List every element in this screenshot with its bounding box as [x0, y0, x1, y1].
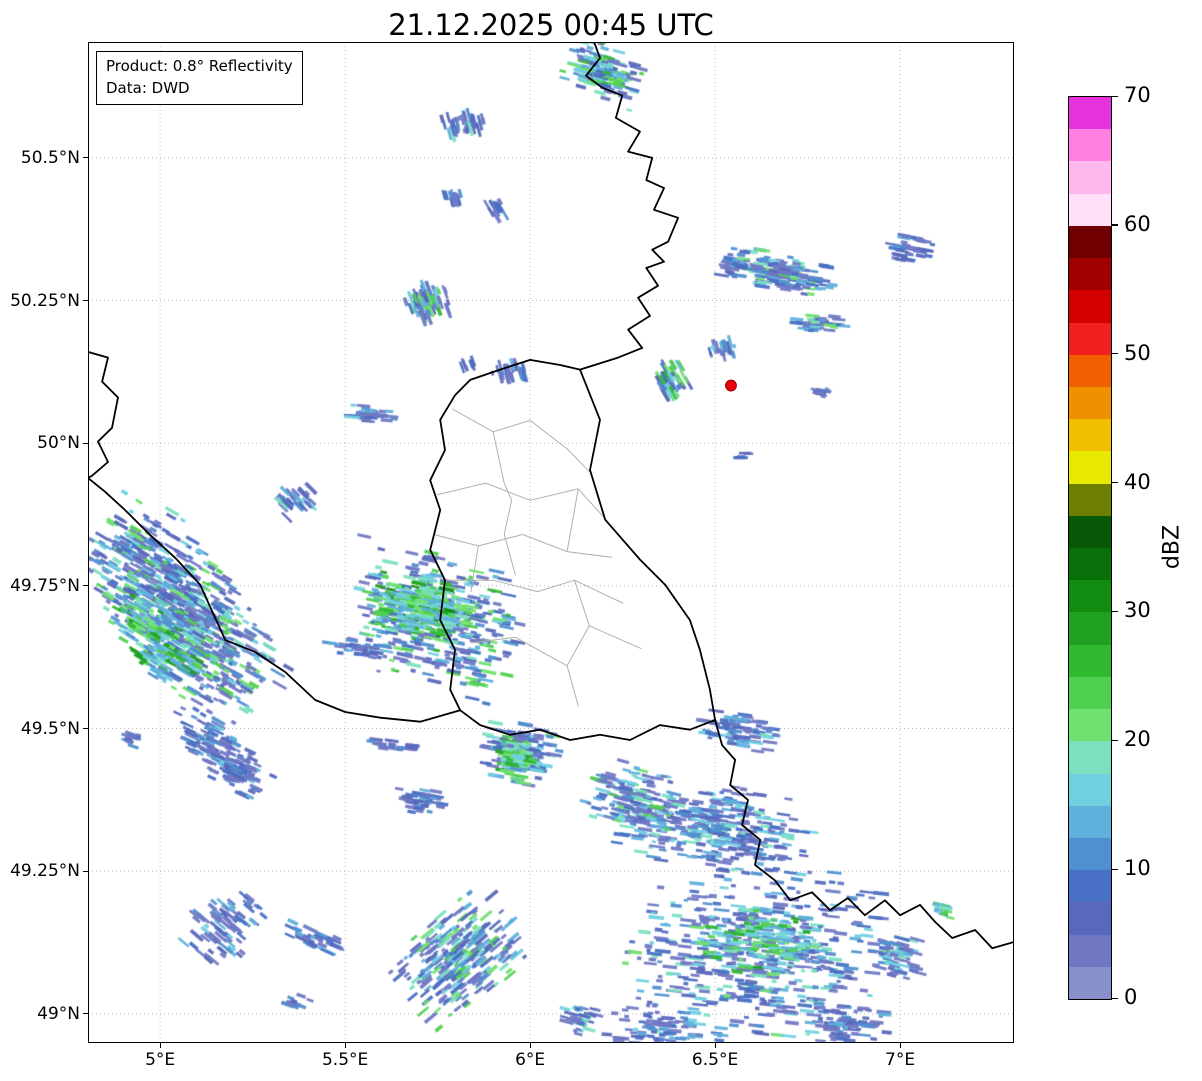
admin-border	[470, 545, 479, 593]
map-plot: Product: 0.8° Reflectivity Data: DWD	[88, 42, 1014, 1043]
admin-border	[437, 482, 605, 518]
x-tick-mark	[899, 1043, 901, 1048]
colorbar-segment	[1069, 934, 1111, 967]
colorbar-tick-mark	[1112, 868, 1118, 870]
x-tick-label: 6.5°E	[691, 1050, 739, 1070]
y-tick-mark	[83, 870, 88, 872]
y-tick-label: 50.5°N	[20, 147, 80, 168]
colorbar-segment	[1069, 96, 1111, 130]
colorbar-tick-label: 30	[1124, 598, 1151, 623]
colorbar-tick-label: 0	[1124, 985, 1138, 1009]
country-border	[88, 350, 462, 723]
x-tick-mark	[159, 1043, 161, 1048]
x-tick-label: 7°E	[885, 1050, 916, 1070]
colorbar-segment	[1069, 160, 1111, 194]
colorbar-segment	[1069, 805, 1111, 838]
colorbar-tick-label: 60	[1124, 211, 1151, 236]
colorbar-segment	[1069, 386, 1111, 420]
colorbar-tick-mark	[1112, 482, 1118, 484]
admin-border	[444, 579, 624, 604]
colorbar-segment	[1069, 740, 1111, 774]
x-tick-label: 5°E	[145, 1050, 176, 1070]
colorbar-segment	[1069, 322, 1111, 355]
colorbar-label: dBZ	[1159, 524, 1185, 570]
country-border	[714, 719, 1014, 950]
colorbar	[1068, 96, 1112, 1000]
y-tick-label: 50.25°N	[10, 290, 80, 311]
colorbar-segment	[1069, 773, 1111, 806]
y-tick-mark	[83, 442, 88, 444]
radar-echo-canvas	[88, 42, 1014, 1043]
colorbar-segment	[1069, 128, 1111, 162]
colorbar-segment	[1069, 450, 1111, 484]
colorbar-segment	[1069, 901, 1111, 935]
y-tick-label: 49.25°N	[10, 861, 80, 882]
y-tick-label: 49°N	[37, 1003, 80, 1024]
colorbar-tick-label: 40	[1124, 469, 1151, 494]
colorbar-tick-label: 10	[1124, 856, 1151, 881]
radar-site-marker	[725, 379, 737, 392]
x-tick-label: 5.5°E	[321, 1050, 369, 1070]
colorbar-segment	[1069, 644, 1111, 677]
admin-border	[451, 408, 590, 473]
colorbar-segment	[1069, 611, 1111, 645]
colorbar-tick-label: 70	[1124, 83, 1151, 107]
colorbar-segment	[1069, 193, 1111, 226]
annotation-data-line: Data: DWD	[106, 78, 190, 97]
colorbar-tick-mark	[1112, 224, 1118, 226]
admin-border	[433, 534, 612, 558]
colorbar-tick-mark	[1112, 739, 1118, 741]
country-border	[429, 358, 716, 741]
colorbar-segment	[1069, 676, 1111, 710]
y-tick-label: 50°N	[37, 433, 80, 454]
colorbar-tick-mark	[1112, 95, 1118, 97]
annotation-product-line: Product: 0.8° Reflectivity	[106, 57, 293, 75]
colorbar-tick-mark	[1112, 353, 1118, 355]
colorbar-segment	[1069, 579, 1111, 613]
borders-svg	[88, 42, 1014, 950]
y-tick-label: 49.75°N	[10, 575, 80, 596]
colorbar-segment	[1069, 966, 1111, 999]
admin-border	[566, 488, 579, 553]
y-tick-mark	[83, 728, 88, 730]
admin-border	[492, 431, 516, 575]
product-annotation: Product: 0.8° Reflectivity Data: DWD	[96, 51, 303, 105]
colorbar-segment	[1069, 354, 1111, 387]
colorbar-segment	[1069, 483, 1111, 516]
y-tick-label: 49.5°N	[20, 718, 80, 739]
admin-border	[588, 625, 642, 650]
colorbar-segment	[1069, 515, 1111, 548]
x-tick-mark	[344, 1043, 346, 1048]
country-border	[579, 42, 679, 371]
colorbar-segment	[1069, 289, 1111, 323]
y-tick-mark	[83, 300, 88, 302]
colorbar-tick-label: 50	[1124, 340, 1151, 365]
y-tick-mark	[83, 1013, 88, 1015]
colorbar-segment	[1069, 708, 1111, 742]
colorbar-segment	[1069, 547, 1111, 581]
y-tick-mark	[83, 157, 88, 159]
colorbar-tick-mark	[1112, 610, 1118, 613]
colorbar-segment	[1069, 418, 1111, 452]
colorbar-segment	[1069, 225, 1111, 259]
colorbar-segment	[1069, 257, 1111, 291]
y-tick-mark	[83, 585, 88, 587]
colorbar-tick-label: 20	[1124, 727, 1151, 752]
admin-border	[566, 579, 590, 707]
figure-title: 21.12.2025 00:45 UTC	[388, 8, 714, 42]
x-tick-label: 6°E	[515, 1050, 546, 1070]
x-tick-mark	[714, 1043, 716, 1048]
colorbar-segment	[1069, 869, 1111, 903]
x-tick-mark	[529, 1043, 531, 1048]
admin-border	[470, 636, 568, 667]
colorbar-tick-mark	[1112, 997, 1118, 999]
colorbar-segment	[1069, 837, 1111, 871]
